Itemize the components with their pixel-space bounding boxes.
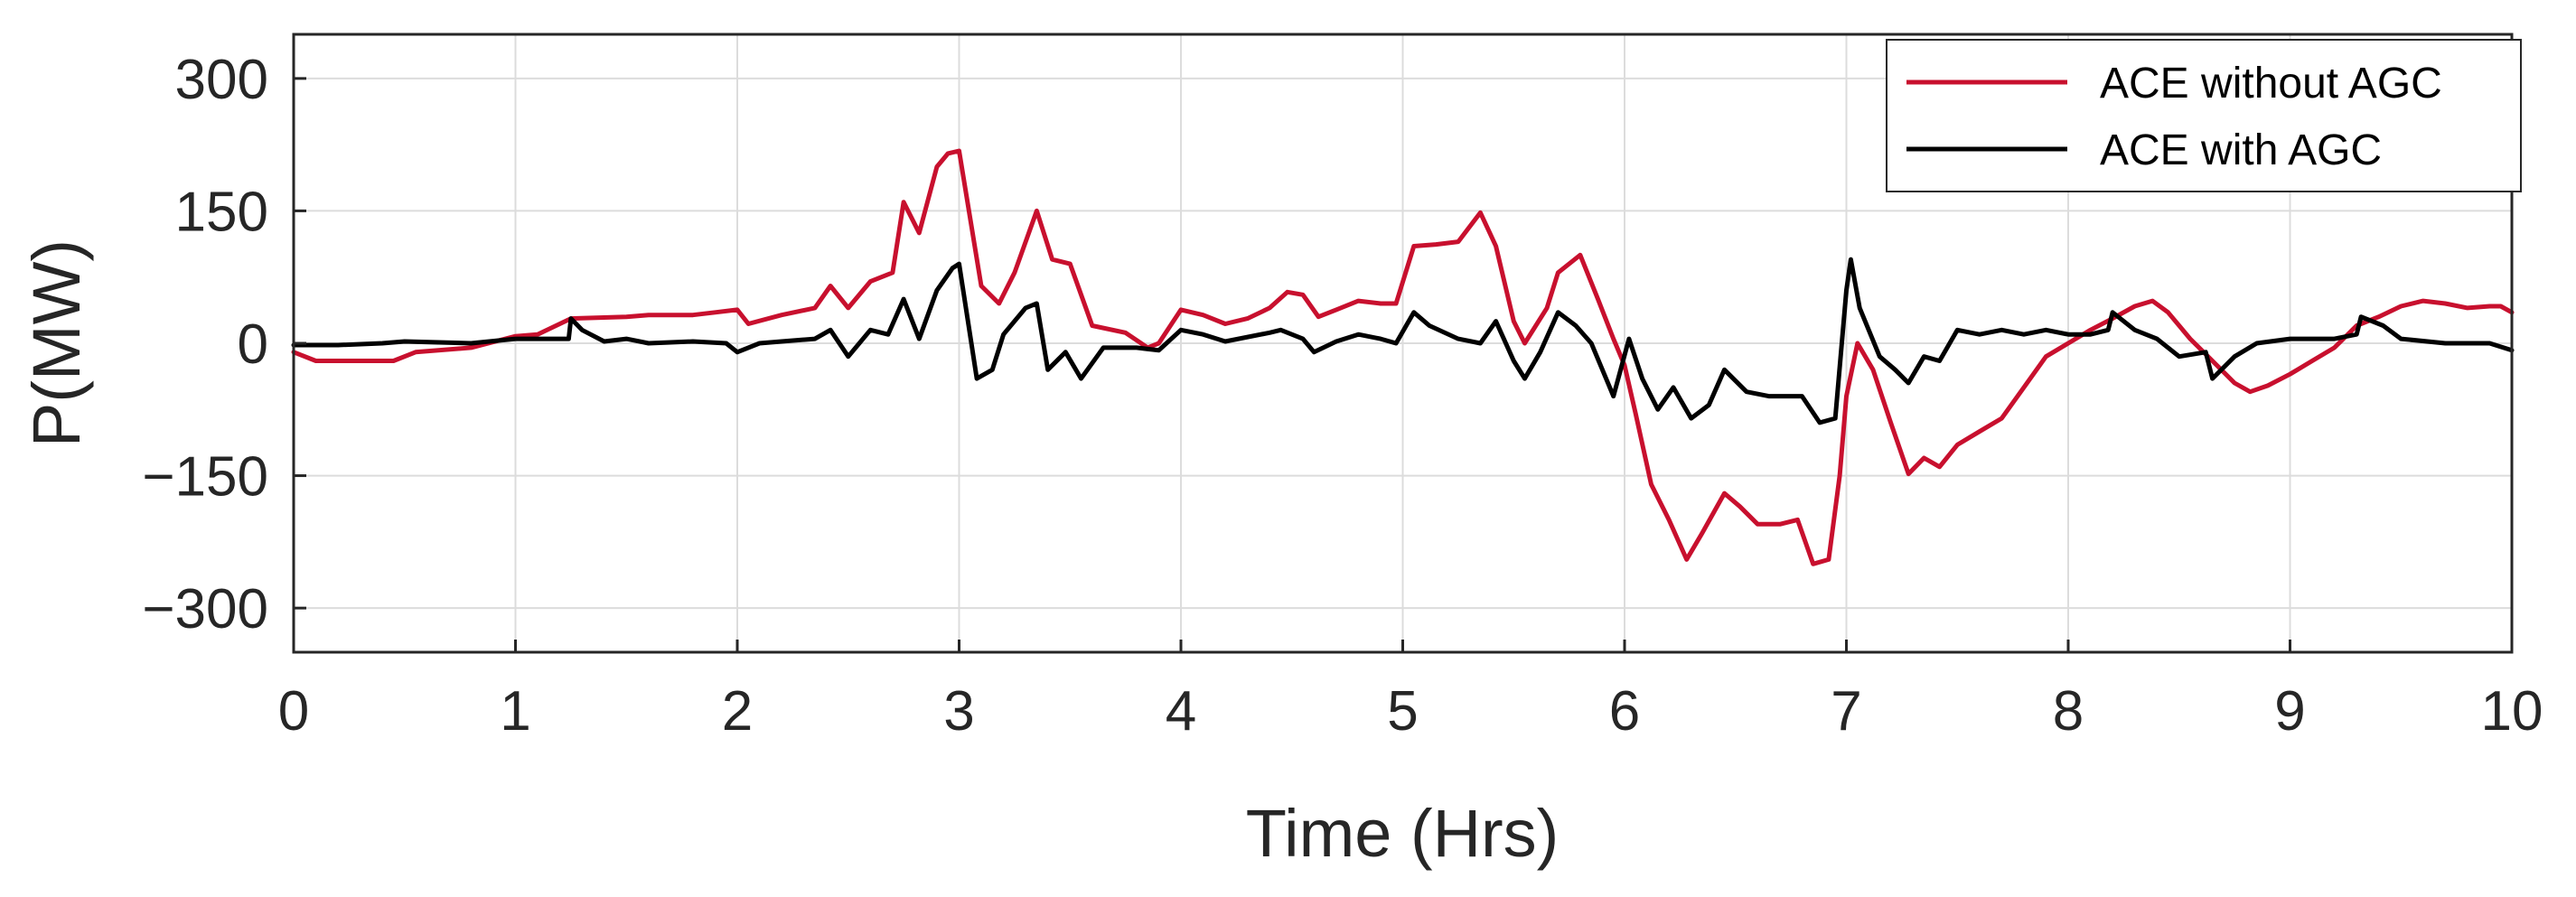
series-line-ace-without-agc xyxy=(291,148,2515,566)
x-tick-label: 3 xyxy=(943,680,974,743)
x-tick-label: 0 xyxy=(278,680,309,743)
legend-label: ACE without AGC xyxy=(2100,60,2442,107)
tick-layer: 0 1 2 3 4 5 6 7 8 9 10 300 150 0 −150 −300 xyxy=(142,49,2543,743)
x-tick-label: 5 xyxy=(1387,680,1418,743)
y-tick-label: −150 xyxy=(142,446,268,509)
legend-box xyxy=(1886,39,2522,192)
x-tick-label: 2 xyxy=(722,680,753,743)
series-line-ace-with-agc xyxy=(291,257,2515,425)
x-tick-label: 10 xyxy=(2481,680,2543,743)
x-tick-label: 4 xyxy=(1166,680,1196,743)
legend-label: ACE with AGC xyxy=(2100,126,2382,174)
x-tick-label: 8 xyxy=(2053,680,2084,743)
series-layer xyxy=(291,148,2515,566)
x-tick-label: 6 xyxy=(1609,680,1640,743)
y-tick-label: 300 xyxy=(175,49,268,111)
y-axis-title: P(MW) xyxy=(19,239,94,447)
y-tick-label: −300 xyxy=(142,578,268,640)
x-tick-label: 7 xyxy=(1831,680,1861,743)
x-tick-label: 1 xyxy=(500,680,530,743)
x-axis-title: Time (Hrs) xyxy=(1246,796,1560,871)
x-tick-label: 9 xyxy=(2274,680,2305,743)
legend: ACE without AGC ACE with AGC xyxy=(1886,39,2522,192)
y-tick-label: 0 xyxy=(238,313,268,376)
y-tick-label: 150 xyxy=(175,181,268,243)
